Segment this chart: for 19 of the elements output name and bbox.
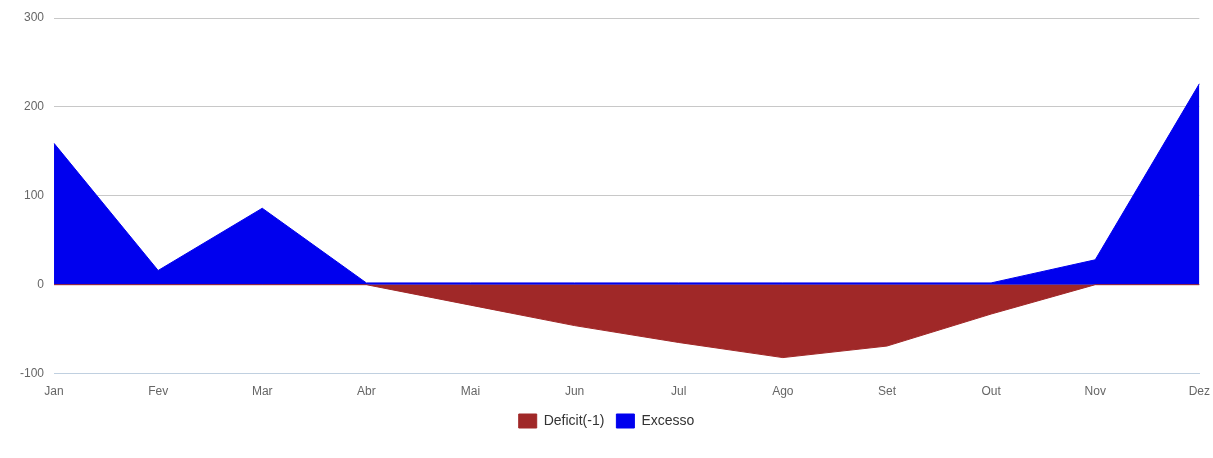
x-tick-label: Nov (1084, 384, 1106, 399)
x-tick-label: Set (877, 384, 897, 399)
x-tick-label: Jun (564, 384, 585, 399)
x-tick-label: Mar (251, 384, 273, 399)
x-tick-label: Ago (772, 384, 794, 399)
x-tick-label: Dez (1188, 384, 1210, 399)
legend-label: Excesso (641, 411, 695, 428)
legend-label: Deficit(-1) (543, 411, 605, 428)
x-tick-label: Jan (44, 384, 64, 399)
y-tick-label: 0 (37, 277, 45, 292)
y-tick-label: -100 (19, 365, 45, 380)
x-tick-label: Out (981, 384, 1002, 399)
y-tick-label: 100 (23, 188, 45, 203)
y-tick-label: 300 (23, 10, 45, 25)
x-tick-label: Mai (460, 384, 481, 399)
y-tick-label: 200 (23, 99, 45, 114)
x-tick-label: Abr (357, 384, 376, 399)
x-tick-label: Fev (148, 384, 169, 399)
x-tick-label: Jul (671, 384, 687, 399)
